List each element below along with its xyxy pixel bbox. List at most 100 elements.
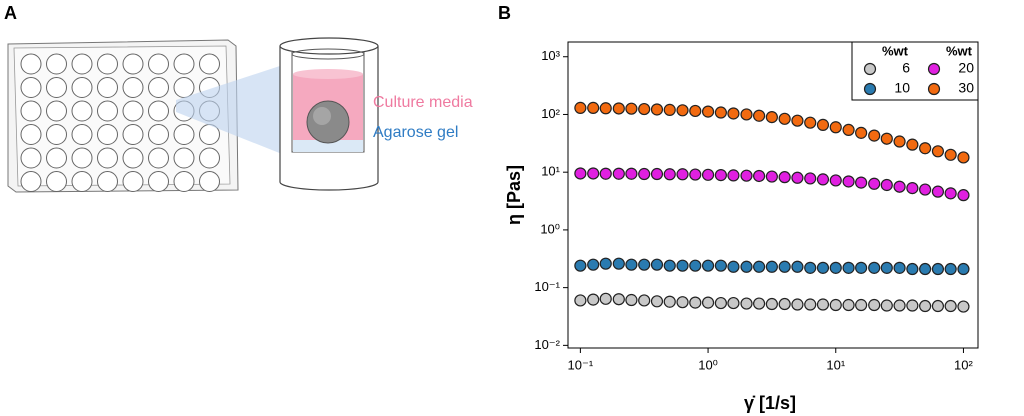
well — [173, 124, 195, 145]
well — [46, 53, 67, 75]
point — [880, 261, 893, 274]
point — [727, 296, 740, 310]
point — [612, 167, 625, 180]
point — [638, 167, 651, 181]
point — [599, 257, 612, 270]
x-tick-label: 10¹ — [826, 357, 845, 372]
well — [20, 171, 42, 192]
point — [727, 107, 740, 120]
point — [816, 118, 830, 131]
well — [71, 53, 93, 75]
point — [855, 176, 868, 189]
point — [868, 129, 881, 142]
point — [650, 167, 664, 181]
point — [829, 174, 842, 187]
point — [638, 258, 651, 271]
point — [778, 260, 791, 273]
point — [804, 298, 817, 311]
well — [122, 53, 144, 75]
point — [625, 167, 638, 180]
well — [199, 147, 220, 169]
point — [791, 260, 804, 273]
well — [173, 147, 195, 169]
point — [855, 261, 868, 274]
point — [816, 261, 830, 274]
point — [714, 296, 727, 310]
point — [753, 260, 766, 273]
point — [944, 299, 957, 313]
well — [97, 147, 118, 169]
point — [842, 298, 855, 312]
legend-label: 20 — [958, 60, 974, 76]
plot-frame — [567, 41, 979, 349]
well — [173, 171, 195, 192]
point — [625, 102, 638, 115]
well — [148, 171, 169, 192]
point — [701, 105, 715, 118]
well — [97, 100, 118, 122]
point — [829, 121, 842, 134]
well — [173, 53, 195, 75]
y-tick-label: 10⁰ — [540, 221, 560, 236]
legend-label: 6 — [902, 60, 910, 76]
point — [816, 173, 830, 186]
point — [676, 168, 689, 181]
well — [20, 53, 42, 75]
well — [20, 77, 42, 98]
point — [663, 168, 676, 181]
well-cylinder — [279, 37, 379, 191]
point — [906, 182, 919, 195]
point — [740, 169, 753, 182]
point — [753, 109, 766, 122]
point — [804, 116, 817, 129]
point — [855, 298, 868, 312]
point — [701, 168, 715, 181]
point — [906, 262, 919, 276]
point — [676, 104, 689, 117]
legend-marker — [927, 62, 941, 76]
legend-label: 30 — [958, 80, 974, 96]
point — [727, 260, 740, 273]
point — [957, 262, 970, 276]
point — [574, 259, 587, 272]
point — [893, 299, 906, 312]
legend-marker — [863, 62, 877, 76]
point — [880, 178, 893, 192]
well — [122, 147, 144, 169]
point — [676, 259, 689, 272]
point — [944, 187, 957, 200]
point — [842, 261, 855, 274]
well — [46, 100, 67, 122]
point — [931, 299, 945, 313]
well — [148, 100, 169, 122]
point — [638, 294, 651, 307]
point — [650, 103, 664, 116]
point — [740, 297, 753, 310]
point — [765, 297, 778, 311]
point — [791, 114, 804, 127]
point — [765, 170, 778, 183]
point — [625, 293, 638, 307]
well — [199, 171, 220, 192]
point — [753, 297, 766, 310]
point — [868, 298, 881, 312]
point — [599, 167, 612, 180]
point — [663, 259, 676, 272]
y-tick-label: 10² — [541, 106, 560, 121]
point — [599, 102, 612, 115]
well — [20, 147, 42, 169]
point — [574, 294, 587, 307]
point — [638, 102, 651, 116]
agarose-gel — [293, 140, 363, 152]
point — [714, 259, 727, 272]
y-tick-label: 10¹ — [541, 164, 560, 179]
point — [957, 151, 970, 164]
point — [906, 138, 919, 151]
point — [931, 145, 945, 158]
well — [71, 147, 93, 169]
well — [71, 171, 93, 192]
well — [46, 147, 67, 169]
point — [701, 296, 715, 309]
label-agarose-gel: Agarose gel — [373, 124, 458, 141]
